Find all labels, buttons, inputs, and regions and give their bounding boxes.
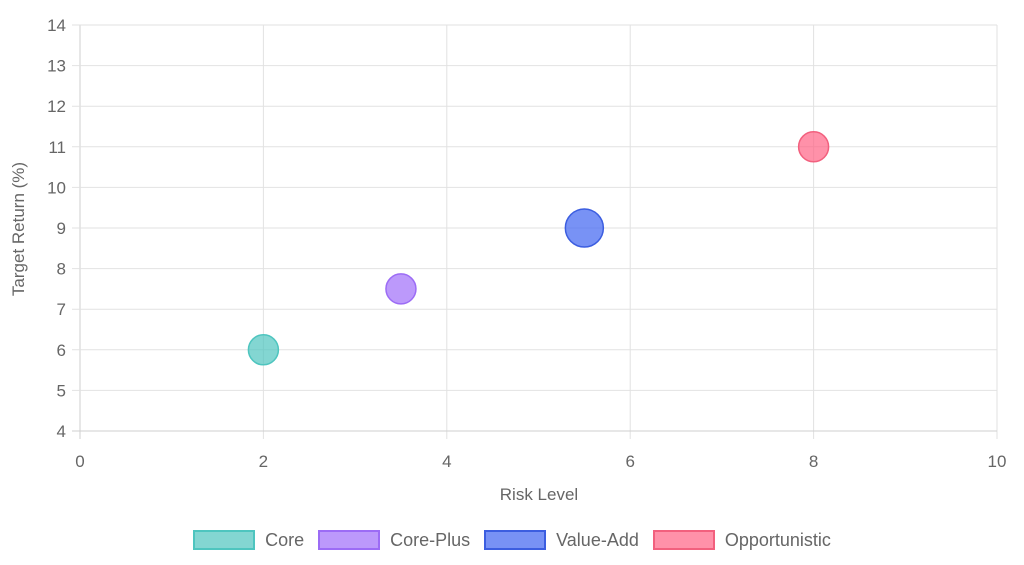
y-tick-label: 13 — [47, 57, 66, 76]
legend-item-core[interactable]: Core — [193, 530, 304, 551]
legend-label: Opportunistic — [724, 529, 831, 550]
bubble-core-plus[interactable] — [385, 273, 417, 305]
y-tick-label: 5 — [57, 381, 66, 400]
y-tick-label: 6 — [57, 341, 66, 360]
legend-label: Core-Plus — [390, 529, 471, 550]
mark-layer — [247, 131, 830, 366]
y-axis-title: Target Return (%) — [9, 162, 28, 296]
bubble-chart: 0 2 4 6 8 10 4 5 6 7 8 9 10 11 12 13 14 Risk Level Targe… — [9, 16, 1006, 504]
legend-label: Core — [265, 529, 305, 550]
y-tick-label: 4 — [57, 422, 66, 441]
tick-layer: 0 2 4 6 8 10 4 5 6 7 8 9 10 11 12 13 14 — [47, 16, 1006, 471]
legend-swatch — [193, 530, 256, 550]
y-tick-label: 12 — [47, 97, 66, 116]
x-axis-title: Risk Level — [500, 485, 578, 504]
y-tick-label: 7 — [57, 300, 66, 319]
chart-legend: Core Core-Plus Value-Add Opportunistic — [0, 525, 1024, 555]
y-tick-label: 9 — [57, 219, 66, 238]
bubble-core[interactable] — [247, 334, 280, 366]
y-tick-label: 8 — [57, 260, 66, 279]
bubble-value-add[interactable] — [564, 208, 605, 248]
legend-label: Value-Add — [556, 529, 639, 550]
legend-item-core-plus[interactable]: Core-Plus — [318, 530, 470, 551]
legend-item-opportunistic[interactable]: Opportunistic — [652, 529, 831, 551]
x-tick-label: 4 — [442, 452, 451, 471]
bubble-opportunistic[interactable] — [797, 131, 830, 163]
x-tick-label: 0 — [75, 452, 84, 471]
legend-swatch — [484, 530, 547, 550]
y-tick-label: 10 — [47, 178, 66, 197]
legend-swatch — [652, 530, 715, 550]
y-tick-label: 14 — [47, 16, 66, 35]
y-tick-label: 11 — [48, 138, 66, 157]
grid-layer — [72, 24, 998, 439]
legend-item-value-add[interactable]: Value-Add — [484, 530, 639, 551]
x-tick-label: 10 — [988, 452, 1007, 471]
legend-swatch — [318, 530, 381, 550]
x-tick-label: 6 — [625, 452, 634, 471]
x-tick-label: 8 — [809, 452, 818, 471]
x-tick-label: 2 — [259, 452, 268, 471]
